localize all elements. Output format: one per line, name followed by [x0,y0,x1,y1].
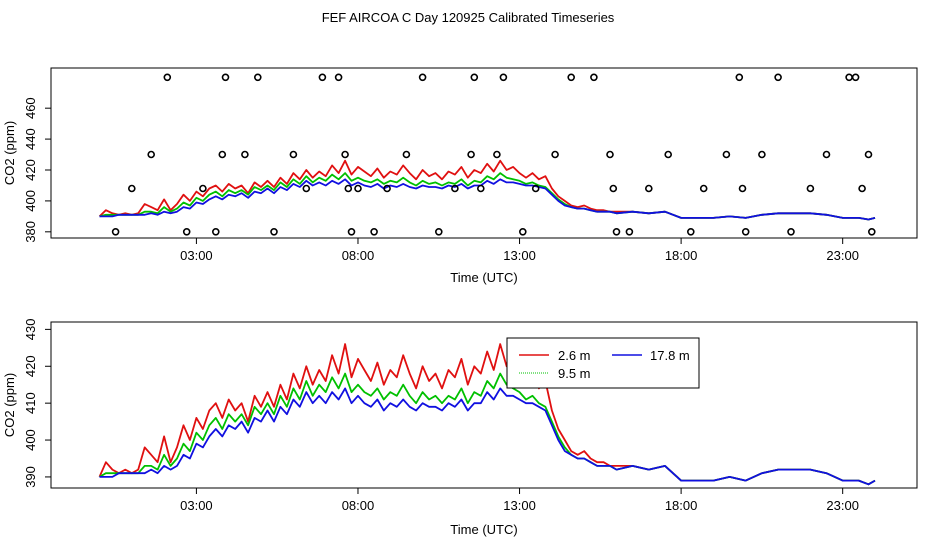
outlier-point [334,73,343,82]
y-tick-label: 420 [23,355,38,377]
outlier-point [270,228,278,236]
outlier-point [551,150,559,159]
x-tick-label: 23:00 [826,498,859,513]
series-line-17-8-m [99,178,876,221]
outlier-point [418,73,427,82]
bottom-xlabel: Time (UTC) [450,522,517,537]
y-tick-label: 420 [23,159,38,181]
y-tick-label: 400 [23,190,38,212]
outlier-point [467,150,475,159]
outlier-point [518,228,527,236]
outlier-point [774,73,782,82]
outlier-point [253,73,262,82]
outlier-point [476,184,485,193]
outlier-point [567,73,576,82]
outlier-point [664,150,673,159]
outlier-point [402,150,411,159]
outlier-point [470,73,479,82]
y-tick-label: 440 [23,128,38,150]
outlier-point [612,228,621,236]
top-xlabel: Time (UTC) [450,270,517,285]
bottom-panel: CO2 (ppm) Time (UTC) 03:00 08:00 13:00 18:0… [2,319,918,537]
outlier-point [163,73,172,82]
outlier-point [493,150,501,159]
y-tick-label: 460 [23,97,38,119]
outlier-point [609,184,618,193]
outlier-point [787,228,795,236]
outlier-point [111,228,120,236]
legend-label-9-5m: 9.5 m [558,366,591,381]
outlier-point [218,150,227,159]
outlier-point [302,184,311,193]
legend-label-2-6m: 2.6 m [558,348,591,363]
y-tick-label: 430 [23,319,38,341]
top-panel: CO2 (ppm) Time (UTC) 03:00 08:00 13:00 18:0… [2,67,918,285]
outlier-point [199,184,207,193]
outlier-point [347,228,356,236]
outlier-point [383,184,391,193]
outlier-point [864,150,873,159]
legend: 2.6 m 9.5 m 17.8 m [506,337,700,389]
bottom-series-lines [98,343,876,486]
y-tick-label: 390 [23,466,38,488]
outlier-point [806,184,815,193]
outlier-point [722,150,731,159]
x-tick-label: 08:00 [342,248,375,263]
outlier-point [451,184,459,193]
x-tick-label: 03:00 [180,498,213,513]
outlier-point [531,184,540,193]
outlier-point [606,150,614,159]
top-axis-ticks: 03:00 08:00 13:00 18:00 23:00 380 400 420 440 460 [23,97,859,263]
top-series-lines [98,159,876,221]
outlier-point [344,184,353,193]
top-ylabel: CO2 (ppm) [2,121,17,185]
x-tick-label: 08:00 [342,498,375,513]
chart-title: FEF AIRCOA C Day 120925 Calibrated Times… [322,10,615,25]
outlier-point [644,184,653,193]
x-tick-label: 13:00 [503,248,536,263]
outlier-point [858,184,866,193]
outlier-point [318,73,327,82]
outlier-point [699,184,708,193]
outlier-point [735,73,744,82]
outlier-point [241,150,249,159]
bottom-ylabel: CO2 (ppm) [2,373,17,437]
y-tick-label: 380 [23,221,38,243]
outlier-point [686,228,695,236]
outlier-point [758,150,766,159]
outlier-point [590,73,598,82]
outlier-point [822,150,831,159]
x-tick-label: 18:00 [665,498,698,513]
outlier-point [354,184,362,193]
legend-box [506,337,700,389]
series-line-17-8-m [99,387,876,486]
bottom-axis-ticks: 03:00 08:00 13:00 18:00 23:00 390 400 410 420 430 [23,319,859,513]
outlier-point [738,184,747,193]
outlier-point [741,228,750,236]
y-tick-label: 410 [23,392,38,414]
outlier-point [221,73,230,82]
outlier-point [147,150,155,159]
outlier-point [370,228,378,236]
outlier-point [128,184,136,193]
outlier-point [289,150,298,159]
outlier-point [341,150,349,159]
outlier-point [499,73,508,82]
outlier-point [625,228,634,236]
outlier-point [212,228,220,236]
legend-label-17-8m: 17.8 m [650,348,690,363]
outlier-point [182,228,191,236]
x-tick-label: 18:00 [665,248,698,263]
top-outlier-points [111,73,876,236]
x-tick-label: 13:00 [503,498,536,513]
x-tick-label: 03:00 [180,248,213,263]
outlier-point [867,228,876,236]
outlier-point [434,228,443,236]
x-tick-label: 23:00 [826,248,859,263]
y-tick-label: 400 [23,429,38,451]
outlier-point [851,73,860,82]
